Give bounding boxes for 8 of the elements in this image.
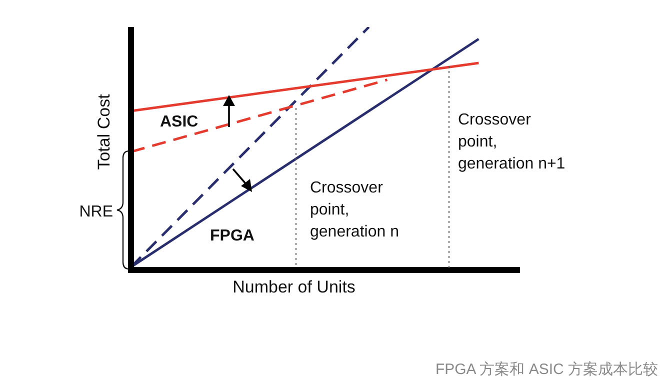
text: NRE (79, 203, 113, 220)
x-axis-title: Number of Units (232, 278, 356, 297)
annotation: ASIC (160, 113, 199, 130)
annotation: FPGA (210, 227, 255, 244)
annotation: Crossover point, generation n+1 (458, 111, 566, 172)
y-axis-title: Total Cost (94, 94, 114, 170)
text: FPGA 方案和 ASIC 方案成本比较 (435, 361, 658, 378)
annotation: Crossover point, generation n (310, 179, 399, 240)
